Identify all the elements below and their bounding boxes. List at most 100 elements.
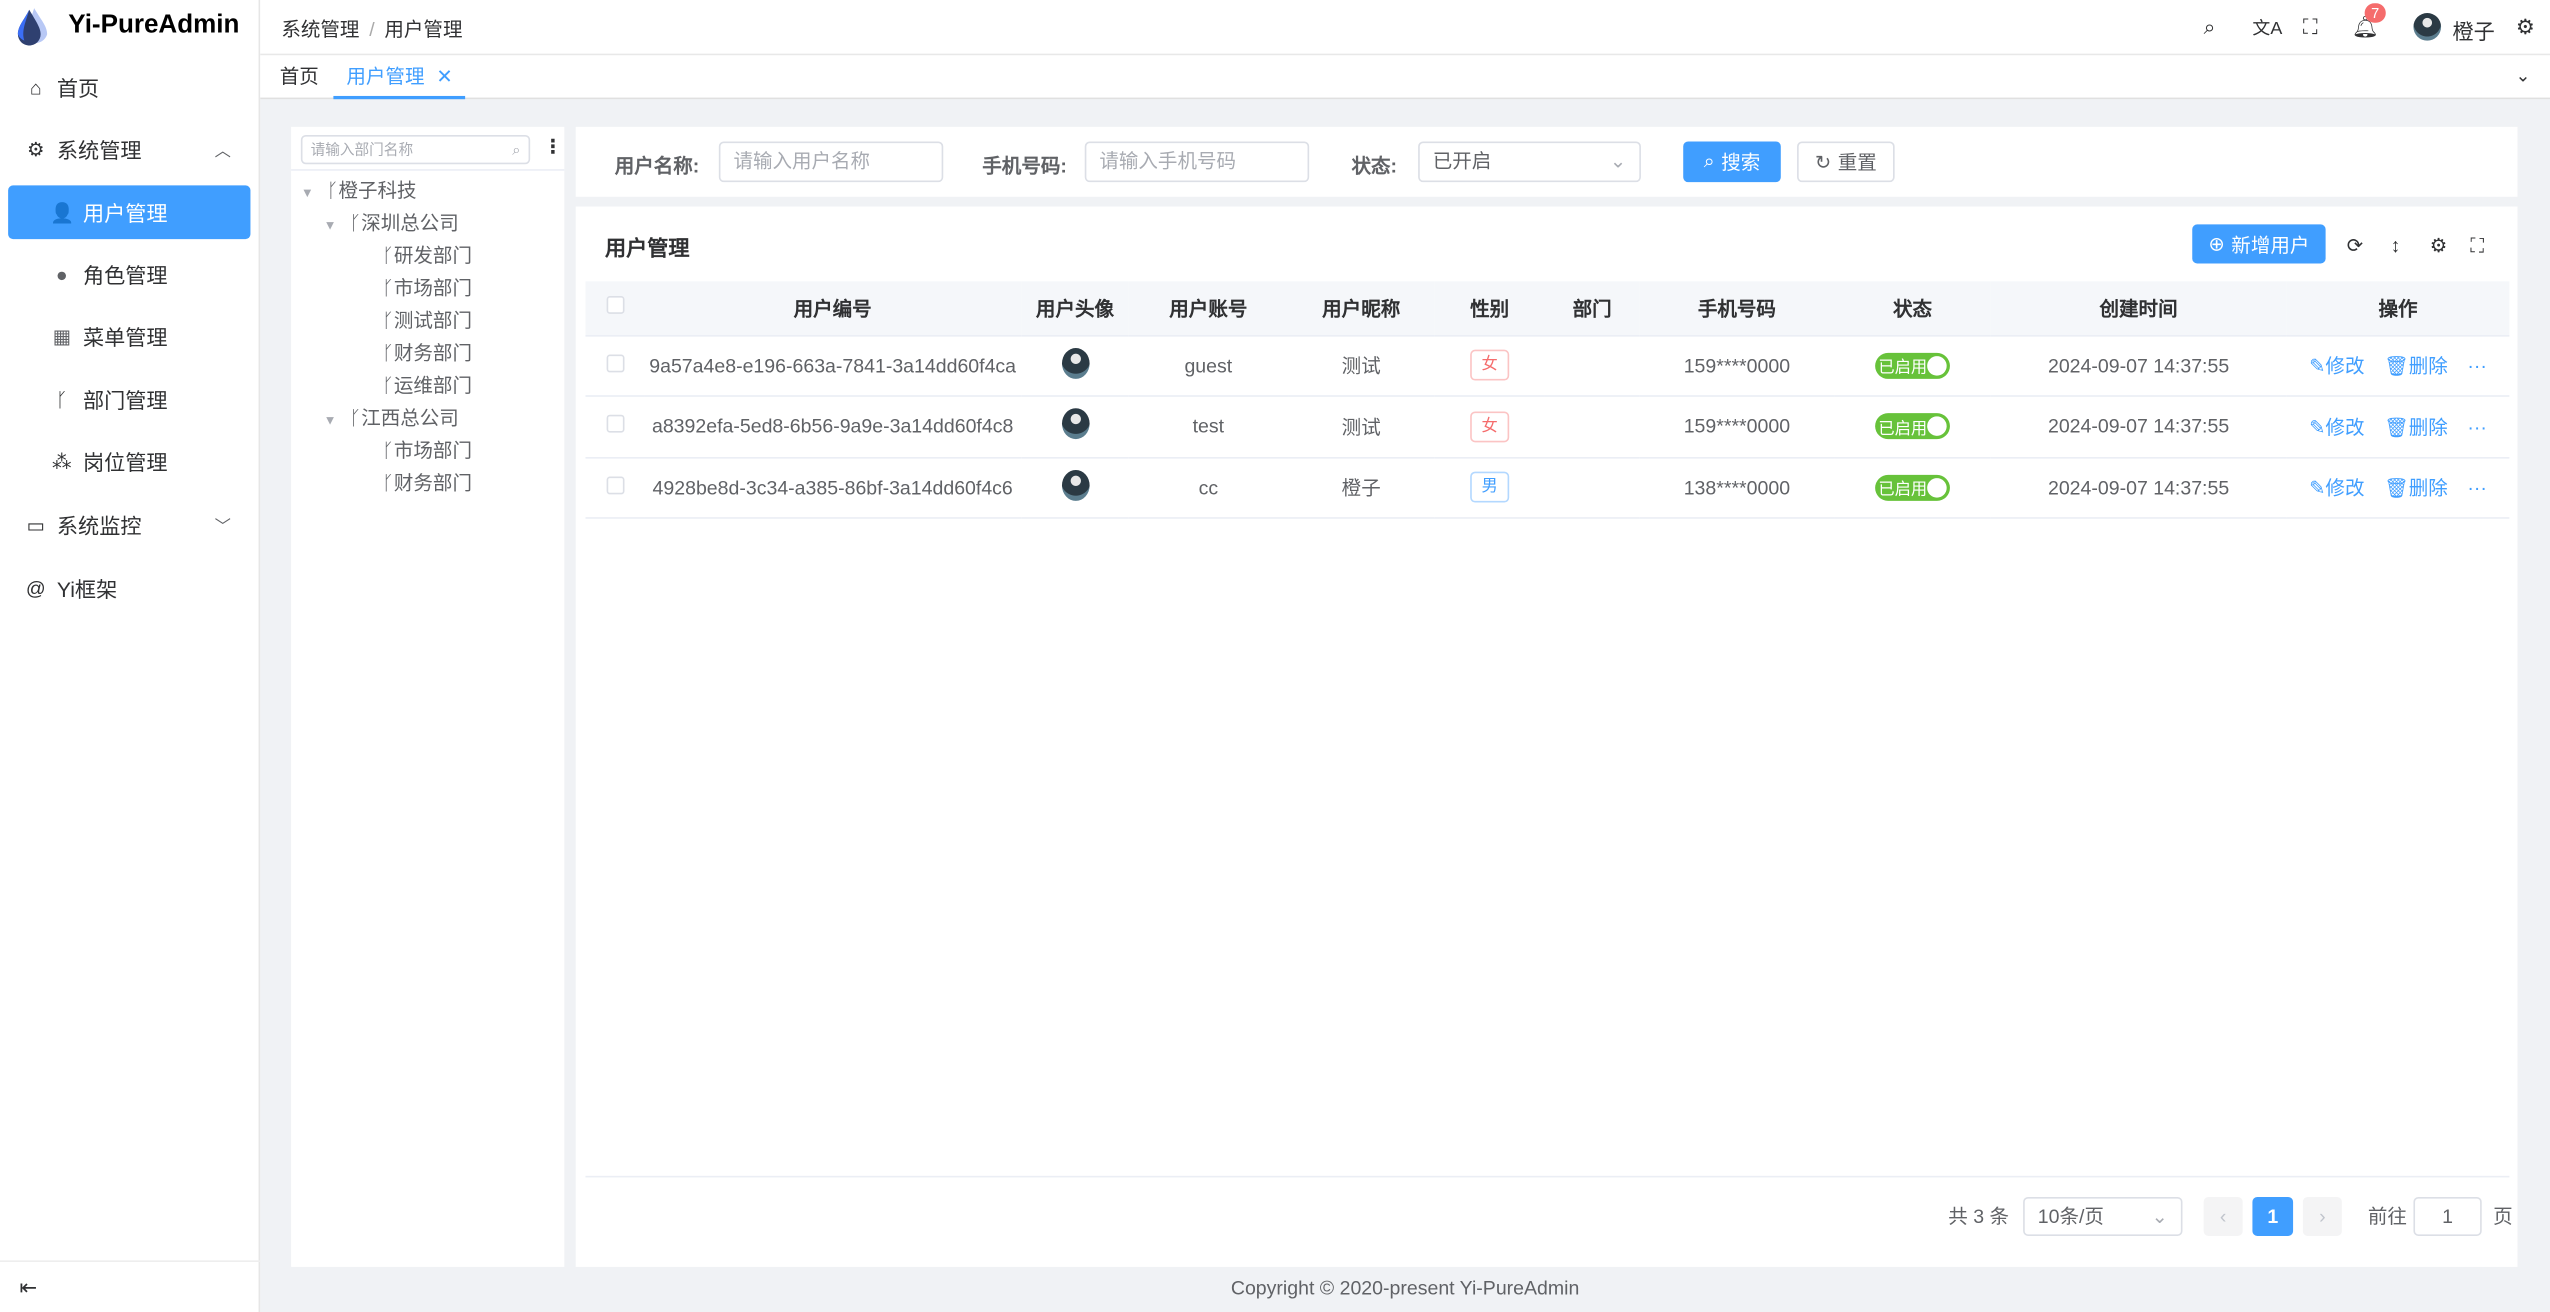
more-vertical-icon[interactable]: ⋮: [543, 134, 563, 158]
user-phone: 159****0000: [1639, 335, 1835, 397]
fullscreen-icon[interactable]: ⛶: [2470, 234, 2485, 257]
row-checkbox[interactable]: [585, 456, 645, 519]
tree-node-label: 研发部门: [393, 243, 472, 267]
sidebar-item-depts[interactable]: ᚴ 部门管理: [8, 372, 250, 426]
page-size-select[interactable]: 10条/页 ⌄: [2023, 1196, 2183, 1236]
tree-node[interactable]: ▼ ᚴ江西总公司: [324, 403, 459, 431]
status-switch[interactable]: 已启用: [1875, 413, 1950, 440]
username-input[interactable]: 请输入用户名称: [718, 141, 944, 183]
bell-icon[interactable]: 🔔︎ 7: [2352, 3, 2386, 41]
goto-label: 前往: [2367, 1205, 2407, 1228]
search-icon[interactable]: ⌕: [2203, 14, 2216, 40]
select-all-checkbox[interactable]: [585, 281, 645, 336]
translate-icon[interactable]: 文A: [2252, 19, 2283, 40]
column-header[interactable]: 手机号码: [1639, 281, 1835, 336]
tree-node-label: 深圳总公司: [361, 211, 459, 235]
collapse-sidebar-button[interactable]: ⇤: [0, 1260, 261, 1312]
column-header[interactable]: 性别: [1434, 281, 1545, 336]
caret-down-icon[interactable]: ▼: [323, 413, 337, 428]
delete-button[interactable]: 🗑︎删除: [2384, 477, 2448, 500]
goto-page-input[interactable]: 1: [2413, 1196, 2482, 1236]
status-switch[interactable]: 已启用: [1875, 352, 1950, 379]
sidebar-item-monitor[interactable]: ▭ 系统监控 ﹀: [8, 498, 250, 552]
row-checkbox[interactable]: [585, 335, 645, 397]
prev-page-button[interactable]: ‹: [2203, 1196, 2243, 1236]
column-header[interactable]: 操作: [2286, 281, 2510, 336]
phone-input[interactable]: 请输入手机号码: [1084, 141, 1310, 183]
add-user-button[interactable]: ⊕ 新增用户: [2192, 224, 2326, 264]
page-1-button[interactable]: 1: [2252, 1196, 2294, 1236]
user-avatar[interactable]: [1061, 469, 1089, 501]
sidebar-item-home[interactable]: ⌂ 首页: [8, 60, 250, 114]
sidebar-item-system[interactable]: ⚙ 系统管理 ︿: [8, 122, 250, 176]
density-icon[interactable]: ↕: [2390, 234, 2401, 257]
settings-gear-icon[interactable]: ⚙: [2515, 14, 2535, 40]
breadcrumb-item[interactable]: 系统管理: [281, 17, 360, 41]
page-suffix: 页: [2493, 1205, 2513, 1228]
row-checkbox[interactable]: [585, 396, 645, 458]
more-icon[interactable]: ···: [2467, 415, 2487, 439]
edit-button[interactable]: ✎修改: [2309, 355, 2364, 378]
refresh-icon[interactable]: ⟳: [2346, 234, 2364, 257]
delete-button[interactable]: 🗑︎删除: [2384, 355, 2448, 378]
reset-button[interactable]: ↻ 重置: [1797, 141, 1895, 183]
next-page-button[interactable]: ›: [2302, 1196, 2342, 1236]
sidebar-item-roles[interactable]: ● 角色管理: [8, 247, 250, 301]
edit-button[interactable]: ✎修改: [2309, 477, 2364, 500]
tree-node[interactable]: ▼ ᚴ深圳总公司: [324, 208, 459, 236]
status-cell: 已启用: [1834, 456, 1991, 519]
logo[interactable]: Yi-PureAdmin: [16, 7, 239, 46]
tab-home[interactable]: 首页: [267, 55, 332, 99]
tree-node[interactable]: ᚴ财务部门: [382, 338, 472, 366]
status-select[interactable]: 已开启 ⌄: [1418, 141, 1641, 183]
column-header[interactable]: 部门: [1544, 281, 1640, 336]
chevron-down-icon[interactable]: ⌄: [2515, 66, 2531, 87]
username[interactable]: 橙子: [2452, 19, 2495, 44]
fullscreen-icon[interactable]: ⛶: [2302, 14, 2318, 40]
column-header[interactable]: 用户昵称: [1288, 281, 1435, 336]
tree-node[interactable]: ᚴ测试部门: [382, 306, 472, 334]
tree-node[interactable]: ▼ ᚴ橙子科技: [301, 176, 417, 204]
dept-search-input[interactable]: 请输入部门名称 ⌕: [300, 134, 531, 165]
button-label: 重置: [1837, 151, 1877, 175]
status-switch[interactable]: 已启用: [1875, 474, 1950, 501]
tree-node-label: 橙子科技: [338, 178, 417, 202]
sidebar-item-posts[interactable]: ⁂ 岗位管理: [8, 434, 250, 488]
sidebar-item-label: 菜单管理: [82, 325, 168, 350]
sidebar-item-label: Yi框架: [56, 577, 118, 602]
table-row: a8392efa-5ed8-6b56-9a9e-3a14dd60f4c8 tes…: [585, 396, 2510, 458]
tab-users[interactable]: 用户管理 ✕: [333, 55, 466, 100]
pagination-total: 共 3 条: [1948, 1205, 2010, 1228]
more-icon[interactable]: ···: [2467, 354, 2487, 378]
sidebar-item-users[interactable]: 👤 用户管理: [8, 185, 251, 240]
caret-down-icon[interactable]: ▼: [323, 217, 337, 233]
tree-node[interactable]: ᚴ运维部门: [382, 371, 472, 399]
tree-node[interactable]: ᚴ研发部门: [382, 241, 472, 269]
gender-tag: 男: [1470, 472, 1510, 503]
sidebar-item-menus[interactable]: ▦ 菜单管理: [8, 309, 250, 363]
tree-node[interactable]: ᚴ财务部门: [382, 468, 472, 496]
column-header[interactable]: 用户账号: [1128, 281, 1289, 336]
grid-icon: ▦: [52, 324, 72, 348]
caret-down-icon[interactable]: ▼: [300, 185, 314, 201]
column-header[interactable]: 用户编号: [644, 281, 1022, 336]
delete-button[interactable]: 🗑︎删除: [2384, 416, 2448, 439]
tree-node[interactable]: ᚴ市场部门: [382, 436, 472, 464]
button-label: 修改: [2325, 476, 2365, 500]
sidebar-item-yi[interactable]: @ Yi框架: [8, 561, 250, 615]
edit-icon: ✎: [2309, 476, 2326, 500]
user-avatar[interactable]: [2413, 13, 2442, 41]
column-header[interactable]: 创建时间: [1990, 281, 2287, 336]
placeholder: 请输入部门名称: [310, 141, 414, 158]
search-button[interactable]: ⌕ 搜索: [1683, 141, 1781, 183]
user-avatar[interactable]: [1061, 347, 1089, 379]
user-avatar[interactable]: [1061, 408, 1089, 440]
close-icon[interactable]: ✕: [436, 65, 453, 88]
column-settings-icon[interactable]: ⚙: [2429, 234, 2448, 257]
column-header[interactable]: 状态: [1834, 281, 1991, 336]
edit-button[interactable]: ✎修改: [2309, 416, 2364, 439]
tree-node[interactable]: ᚴ市场部门: [382, 273, 472, 301]
column-header[interactable]: 用户头像: [1021, 281, 1129, 336]
more-icon[interactable]: ···: [2467, 476, 2487, 500]
sidebar: Yi-PureAdmin ⌂ 首页 ⚙ 系统管理 ︿ 👤 用户管理 ● 角色管理 ▦ 菜单管…: [0, 0, 261, 1312]
